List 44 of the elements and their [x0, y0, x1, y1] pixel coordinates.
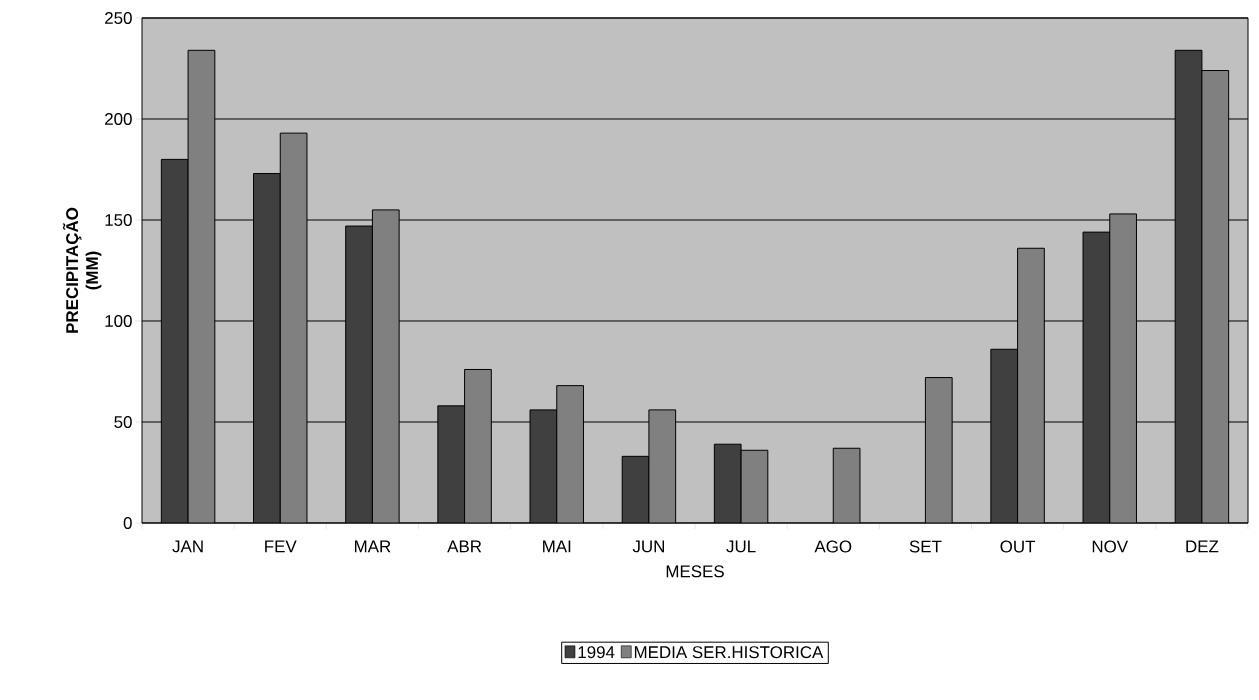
- bar: [371, 209, 400, 523]
- bar: [529, 409, 558, 523]
- bar: [345, 225, 373, 523]
- x-tick-label: AGO: [814, 540, 852, 553]
- bar: [437, 405, 466, 523]
- x-tick-label: MAI: [543, 540, 571, 553]
- y-tick-label: 200: [105, 113, 132, 125]
- x-axis-title: MESES: [666, 565, 724, 578]
- x-tick-label: FEV: [265, 540, 297, 553]
- y-tick-label: 100: [105, 315, 132, 327]
- bar: [648, 409, 677, 523]
- legend-label: MEDIA SER.HISTORICA: [634, 646, 824, 659]
- x-tick-label: SET: [909, 540, 942, 553]
- bar: [924, 377, 953, 523]
- bar: [1201, 70, 1230, 523]
- bar: [279, 132, 308, 523]
- bar: [1109, 213, 1137, 523]
- x-tick-label: JUL: [726, 540, 756, 553]
- y-tick-label: 0: [123, 517, 132, 529]
- bar: [990, 348, 1019, 523]
- bar: [1174, 49, 1203, 523]
- x-tick-label: MAR: [354, 540, 391, 553]
- bar: [832, 447, 861, 523]
- bar: [187, 49, 216, 523]
- bar: [621, 455, 650, 523]
- bar: [740, 449, 769, 523]
- x-tick-label: JAN: [172, 540, 203, 553]
- y-tick-label: 150: [105, 214, 132, 226]
- bar: [160, 158, 189, 523]
- legend-label: 1994: [578, 646, 615, 659]
- x-tick-label: OUT: [1000, 540, 1036, 553]
- bar: [1082, 231, 1111, 523]
- bar: [556, 385, 584, 523]
- y-tick-label: 250: [105, 11, 132, 24]
- bar: [464, 368, 492, 523]
- y-tick-label: 50: [114, 416, 132, 428]
- x-tick-label: JUN: [632, 540, 664, 553]
- x-tick-label: ABR: [447, 540, 482, 553]
- y-axis-title: PRECIPITAÇÃO (MM): [62, 207, 102, 333]
- x-tick-label: DEZ: [1186, 540, 1219, 553]
- x-tick-label: NOV: [1092, 540, 1129, 553]
- bar: [253, 173, 281, 523]
- bar: [713, 443, 742, 523]
- bar: [1017, 247, 1045, 523]
